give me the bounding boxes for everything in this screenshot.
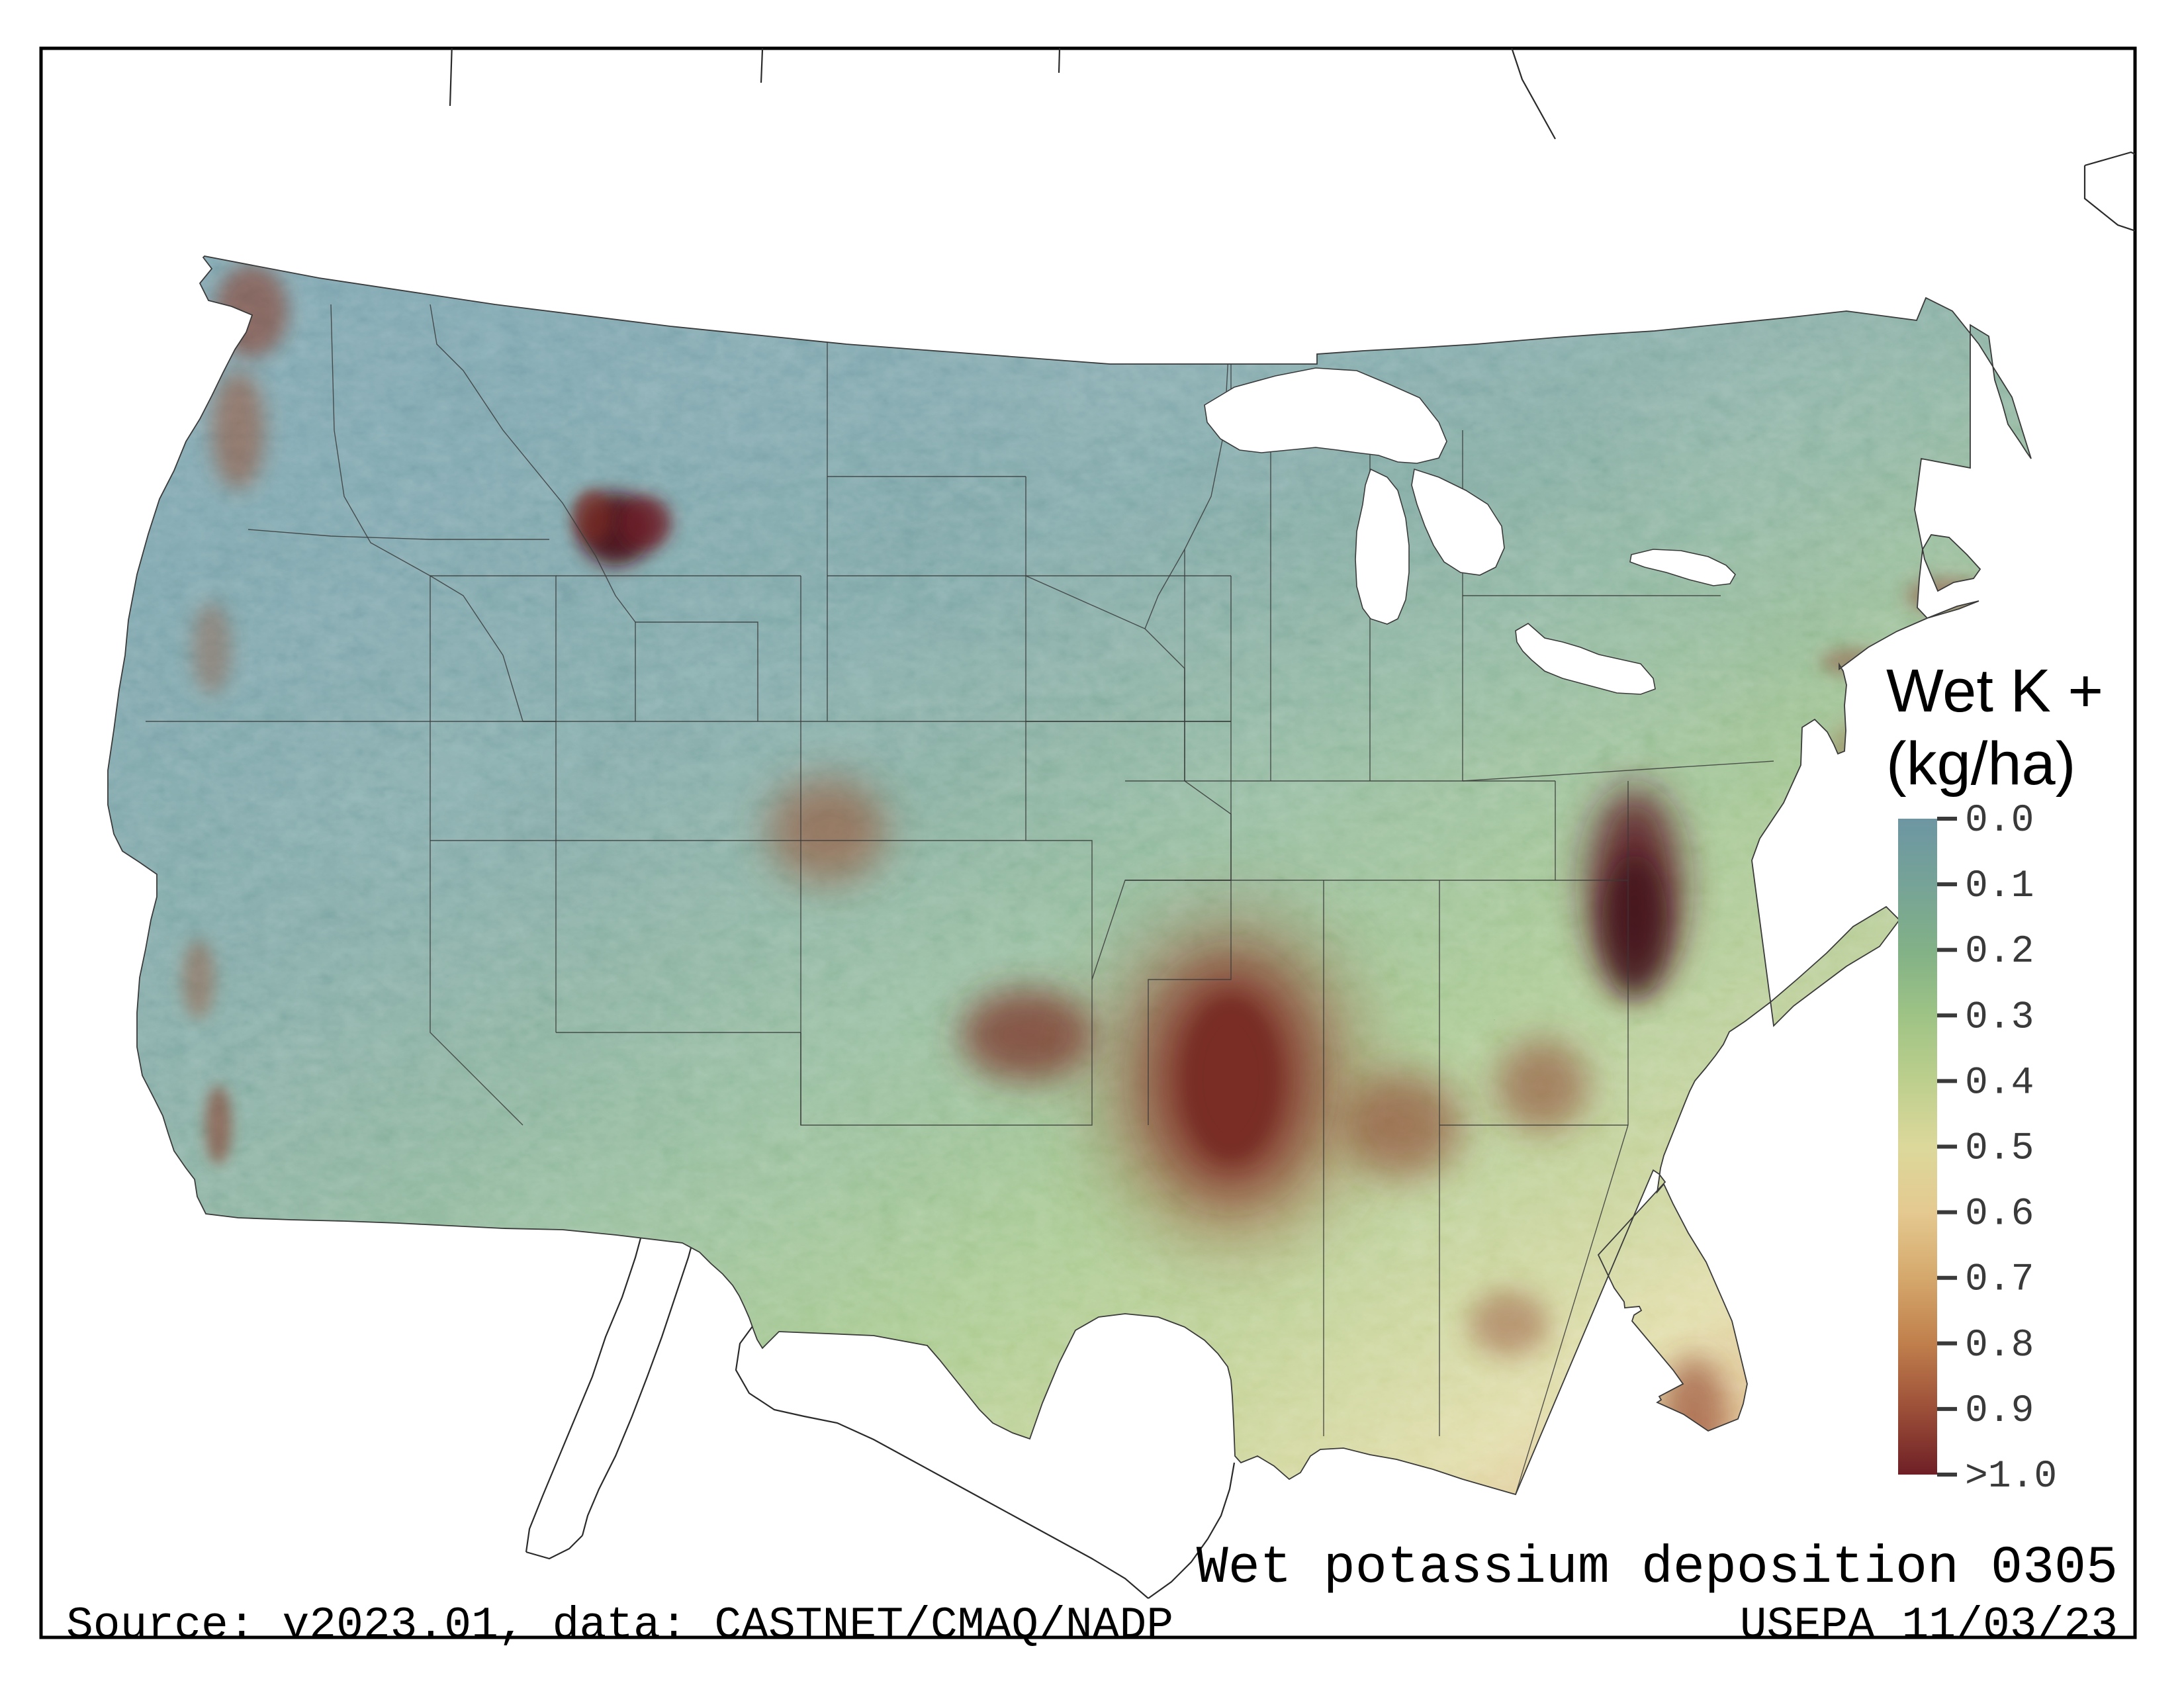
svg-text:USEPA 11/03/23: USEPA 11/03/23 [1740, 1600, 2118, 1651]
svg-text:Wet K +: Wet K + [1886, 657, 2103, 725]
svg-text:Wet potassium deposition 0305: Wet potassium deposition 0305 [1197, 1538, 2118, 1598]
svg-text:0.0: 0.0 [1965, 800, 2034, 843]
svg-text:0.4: 0.4 [1965, 1062, 2034, 1105]
svg-text:(kg/ha): (kg/ha) [1886, 730, 2075, 798]
svg-text:>1.0: >1.0 [1965, 1455, 2057, 1498]
svg-text:0.7: 0.7 [1965, 1259, 2034, 1302]
svg-text:0.5: 0.5 [1965, 1128, 2034, 1171]
svg-text:0.2: 0.2 [1965, 931, 2034, 974]
svg-text:Source: v2023.01, data: CASTNE: Source: v2023.01, data: CASTNET/CMAQ/NAD… [66, 1600, 1173, 1651]
svg-text:0.6: 0.6 [1965, 1193, 2034, 1236]
svg-text:0.8: 0.8 [1965, 1324, 2034, 1367]
svg-text:0.1: 0.1 [1965, 865, 2034, 908]
svg-text:0.9: 0.9 [1965, 1390, 2034, 1433]
svg-text:0.3: 0.3 [1965, 996, 2034, 1039]
